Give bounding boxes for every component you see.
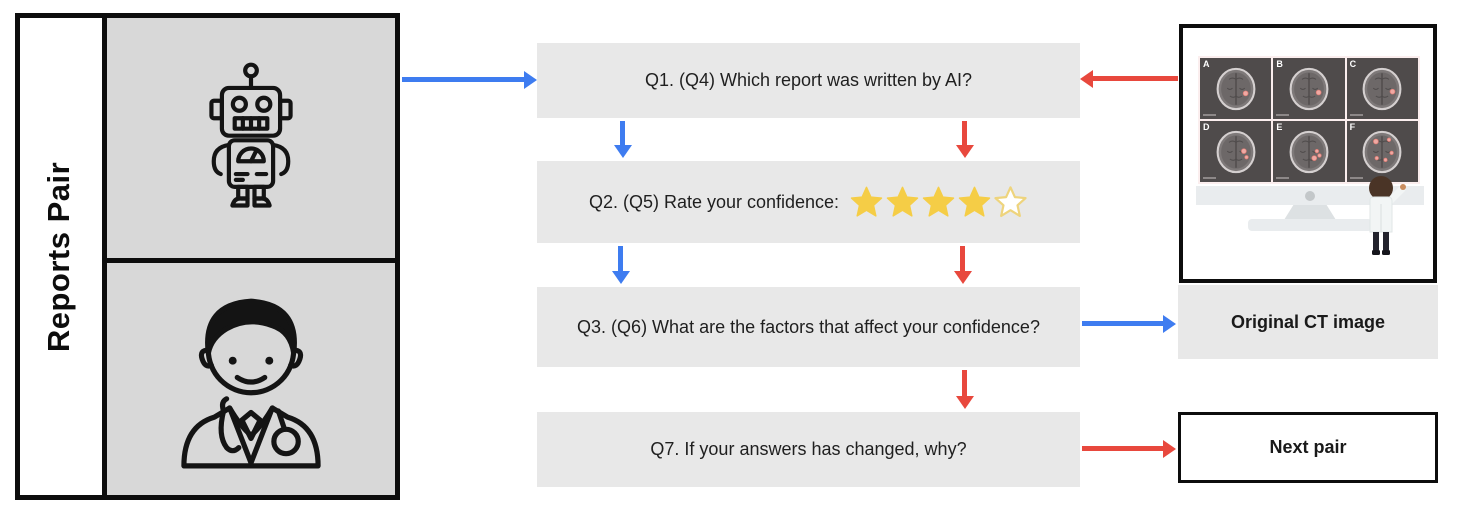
brain-scan-icon [1289, 130, 1329, 173]
question-q1-text: Q1. (Q4) Which report was written by AI? [644, 70, 973, 91]
arrow-q3-to-original-ct [1082, 321, 1163, 326]
star-empty-icon[interactable] [993, 185, 1028, 220]
next-pair-button[interactable]: Next pair [1178, 412, 1438, 483]
question-box-q1: Q1. (Q4) Which report was written by AI? [537, 43, 1080, 118]
question-q7-text: Q7. If your answers has changed, why? [650, 439, 967, 460]
ct-panel-caption-line [1349, 177, 1363, 179]
arrow-q1-to-q2-red [962, 121, 967, 145]
star-filled-icon[interactable] [885, 185, 920, 220]
ct-panel-caption-line [1276, 114, 1290, 116]
ct-scan-panel: F [1346, 121, 1418, 182]
arrow-q1-to-q2-blue [620, 121, 625, 145]
ct-scan-panel: B [1273, 58, 1345, 119]
arrow-reports-to-q1 [402, 77, 524, 82]
brain-scan-icon [1216, 130, 1256, 173]
ct-panel-caption-line [1203, 177, 1216, 179]
star-filled-icon[interactable] [849, 185, 884, 220]
next-pair-label: Next pair [1269, 437, 1347, 457]
original-ct-image-box: Original CT image [1178, 285, 1438, 359]
ct-panel-caption-line [1276, 177, 1290, 179]
robot-icon [209, 62, 293, 208]
ct-panel-label: D [1203, 122, 1210, 132]
ct-panel-label: B [1276, 59, 1283, 69]
ct-panel-label: A [1203, 59, 1210, 69]
brain-scan-icon [1289, 67, 1329, 110]
ct-scan-panel: D [1200, 121, 1272, 182]
arrow-ct-to-q1 [1093, 76, 1178, 81]
ct-scan-panel: A [1200, 58, 1272, 119]
radiologist-viewer-icon [1369, 176, 1406, 255]
ct-scan-panel: C [1346, 58, 1418, 119]
reports-pair-title: Reports Pair [15, 13, 103, 500]
ct-panel-caption-line [1203, 114, 1216, 116]
doctor-icon [181, 298, 321, 469]
arrow-q3-to-q7-red [962, 370, 967, 396]
ct-panel-label: C [1349, 59, 1357, 69]
star-filled-icon[interactable] [921, 185, 956, 220]
ct-panel-label: F [1349, 122, 1356, 132]
star-filled-icon[interactable] [957, 185, 992, 220]
ct-workstation-panel: A B C [1179, 24, 1437, 283]
brain-scan-icon [1362, 67, 1402, 110]
arrow-q7-to-next-pair [1082, 446, 1163, 451]
brain-scan-icon [1216, 67, 1256, 110]
monitor-base [1248, 219, 1372, 231]
question-box-q7: Q7. If your answers has changed, why? [537, 412, 1080, 487]
arrow-q2-to-q3-red [960, 246, 965, 271]
original-ct-image-label: Original CT image [1230, 311, 1386, 332]
monitor-bezel [1196, 186, 1424, 205]
arrow-q2-to-q3-blue [618, 246, 623, 271]
brain-scan-icon [1362, 130, 1402, 173]
monitor-stand [1284, 205, 1336, 220]
ct-panel-label: E [1276, 122, 1283, 132]
question-q2-text: Q2. (Q5) Rate your confidence: [588, 191, 840, 212]
ct-panel-caption-line [1349, 114, 1363, 116]
question-q3-text: Q3. (Q6) What are the factors that affec… [577, 316, 1040, 337]
confidence-stars [849, 185, 1028, 220]
reports-pair-title-text: Reports Pair [41, 161, 76, 352]
monitor-camera-dot [1305, 190, 1315, 201]
question-box-q3: Q3. (Q6) What are the factors that affec… [537, 287, 1080, 367]
ai-report-cell [102, 13, 400, 263]
ct-grid: A B C [1198, 56, 1420, 184]
question-box-q2: Q2. (Q5) Rate your confidence: [537, 161, 1080, 243]
ct-scan-panel: E [1273, 121, 1345, 182]
radiologist-report-cell [102, 258, 400, 500]
